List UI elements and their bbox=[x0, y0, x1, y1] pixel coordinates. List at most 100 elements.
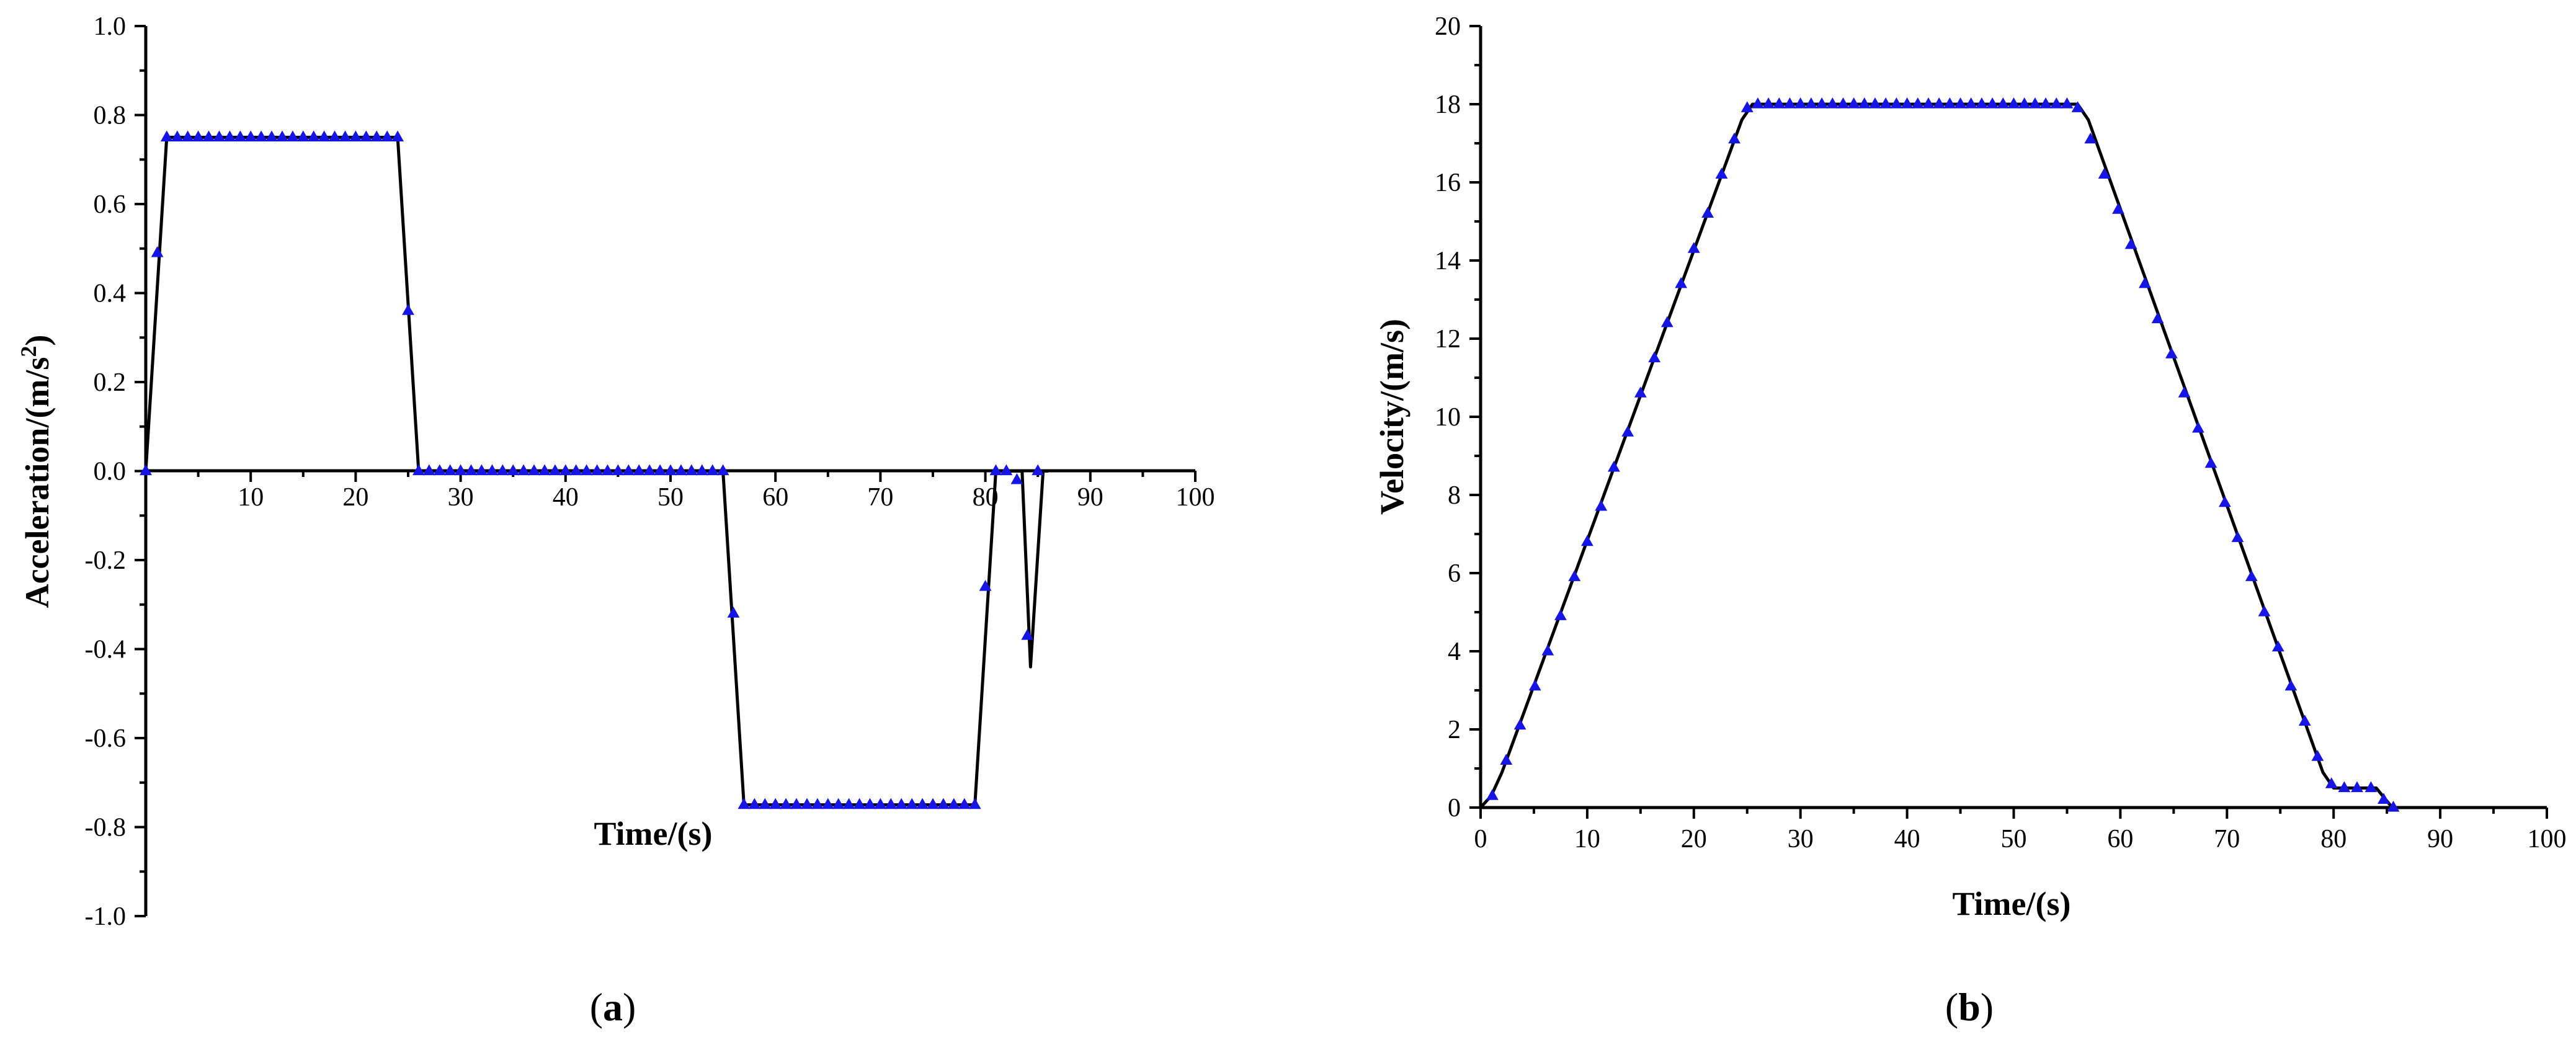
data-point-marker bbox=[1528, 679, 1541, 691]
y-tick-label: 18 bbox=[1435, 91, 1461, 119]
data-point-marker bbox=[1728, 132, 1740, 144]
data-point-marker bbox=[171, 130, 184, 141]
data-point-marker bbox=[1762, 97, 1775, 109]
data-point-marker bbox=[1648, 351, 1661, 363]
data-point-marker bbox=[381, 130, 394, 141]
data-point-marker bbox=[1000, 464, 1013, 476]
data-point-marker bbox=[2139, 277, 2151, 288]
data-point-marker bbox=[1687, 242, 1700, 253]
x-tick-label: 100 bbox=[2528, 825, 2567, 853]
data-point-marker bbox=[2338, 781, 2351, 793]
data-point-marker bbox=[1773, 97, 1786, 109]
data-point-marker bbox=[528, 464, 540, 476]
data-point-marker bbox=[1752, 97, 1764, 109]
data-point-marker bbox=[1486, 789, 1499, 800]
data-point-marker bbox=[1608, 460, 1620, 472]
data-point-marker bbox=[1634, 386, 1647, 398]
data-point-marker bbox=[1911, 97, 1924, 109]
data-point-marker bbox=[2061, 97, 2074, 109]
data-point-marker bbox=[2007, 97, 2020, 109]
x-axis-title-b: Time/(s) bbox=[1953, 885, 2071, 922]
y-tick-label: 4 bbox=[1448, 638, 1461, 666]
y-ticks-b: 0 2 4 6 8 10 12 14 16 18 20 bbox=[1435, 12, 1481, 822]
data-point-marker bbox=[412, 464, 425, 476]
data-point-marker bbox=[1847, 97, 1860, 109]
data-point-marker bbox=[349, 130, 362, 141]
data-point-marker bbox=[475, 464, 488, 476]
y-tick-label: 0.8 bbox=[94, 102, 127, 130]
data-point-marker bbox=[559, 464, 572, 476]
data-point-marker bbox=[1621, 425, 1634, 437]
y-axis-title-a-sup: 2 bbox=[16, 346, 41, 357]
data-point-marker bbox=[738, 798, 751, 809]
data-point-marker bbox=[601, 464, 614, 476]
data-point-marker bbox=[2245, 570, 2258, 581]
plot-area-a bbox=[140, 130, 1049, 809]
data-point-marker bbox=[958, 798, 971, 809]
data-point-marker bbox=[244, 130, 257, 141]
x-tick-label: 20 bbox=[342, 483, 368, 512]
data-point-marker bbox=[1595, 499, 1608, 511]
data-point-marker bbox=[2271, 640, 2284, 652]
panel-label-b: (b) bbox=[1945, 985, 1994, 1029]
data-point-marker bbox=[685, 464, 698, 476]
data-point-marker bbox=[276, 130, 288, 141]
data-point-marker bbox=[842, 798, 855, 809]
y-tick-label: -0.8 bbox=[85, 814, 127, 842]
data-point-marker bbox=[1976, 97, 1988, 109]
x-tick-label: 30 bbox=[1788, 825, 1814, 853]
y-tick-label: -0.6 bbox=[85, 724, 127, 753]
data-point-marker bbox=[2311, 750, 2324, 761]
data-point-marker bbox=[2192, 421, 2204, 433]
x-tick-label: 50 bbox=[657, 483, 684, 512]
data-point-marker bbox=[255, 130, 267, 141]
y-tick-label: 0.0 bbox=[94, 458, 127, 486]
data-point-marker bbox=[769, 798, 782, 809]
y-tick-label: 1.0 bbox=[94, 12, 127, 41]
data-point-marker bbox=[1826, 97, 1839, 109]
data-point-marker bbox=[675, 464, 687, 476]
data-point-marker bbox=[223, 130, 236, 141]
data-point-marker bbox=[895, 798, 908, 809]
y-tick-label: 20 bbox=[1435, 12, 1461, 41]
data-point-marker bbox=[2050, 97, 2063, 109]
chart-acceleration: -1.0 -0.8 -0.6 -0.4 -0.2 0.0 0.2 0.4 0.6 0.8 1.0 1… bbox=[16, 12, 1215, 1029]
data-point-marker bbox=[748, 798, 761, 809]
data-point-marker bbox=[2151, 312, 2164, 324]
data-point-marker bbox=[2325, 777, 2338, 788]
data-point-marker bbox=[1816, 97, 1828, 109]
x-tick-label: 70 bbox=[2214, 825, 2240, 853]
data-point-marker bbox=[937, 798, 950, 809]
data-point-marker bbox=[2112, 203, 2124, 214]
data-point-marker bbox=[1794, 97, 1807, 109]
data-point-marker bbox=[591, 464, 604, 476]
data-point-marker bbox=[1513, 718, 1526, 730]
x-tick-label: 100 bbox=[1176, 483, 1215, 512]
data-point-marker bbox=[1805, 97, 1817, 109]
x-ticks-b: 0 10 20 30 40 50 60 70 80 90 100 bbox=[1474, 808, 2567, 853]
y-tick-label: 8 bbox=[1448, 481, 1461, 510]
data-point-marker bbox=[1997, 97, 2010, 109]
x-tick-label: 50 bbox=[2001, 825, 2027, 853]
data-point-marker bbox=[1554, 609, 1567, 620]
x-tick-label: 10 bbox=[238, 483, 264, 512]
data-point-marker bbox=[643, 464, 656, 476]
y-tick-label: -0.4 bbox=[85, 636, 127, 664]
x-tick-label: 60 bbox=[2107, 825, 2133, 853]
data-point-marker bbox=[1660, 316, 1674, 327]
data-point-marker bbox=[1954, 97, 1967, 109]
data-point-marker bbox=[874, 798, 887, 809]
data-point-marker bbox=[318, 130, 331, 141]
data-point-marker bbox=[402, 304, 414, 315]
data-point-marker bbox=[1021, 629, 1034, 640]
data-point-marker bbox=[360, 130, 373, 141]
y-tick-label: 0.4 bbox=[94, 280, 127, 308]
data-point-marker bbox=[989, 464, 1002, 476]
data-point-marker bbox=[695, 464, 708, 476]
y-tick-label: -0.2 bbox=[85, 546, 127, 575]
data-point-marker bbox=[1675, 277, 1688, 288]
data-point-marker bbox=[234, 130, 247, 141]
data-point-marker bbox=[265, 130, 278, 141]
y-axis-title-a-end: ) bbox=[19, 335, 56, 346]
